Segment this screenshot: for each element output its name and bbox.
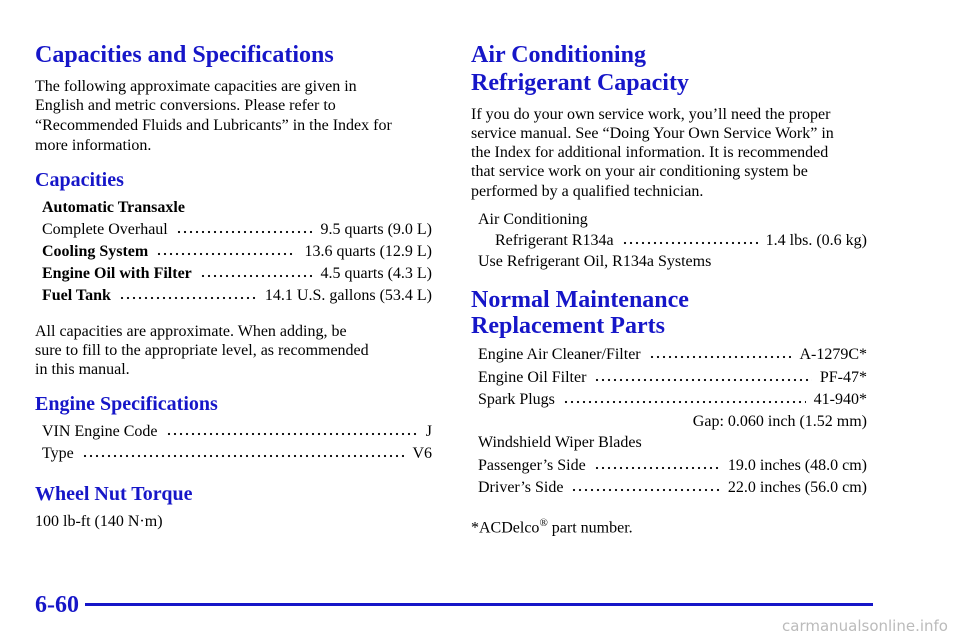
label: Complete Overhaul bbox=[42, 221, 168, 238]
intro-line: performed by a qualified technician. bbox=[471, 183, 704, 200]
value: 19.0 inches (48.0 cm) bbox=[727, 457, 867, 474]
spec-row: Complete Overhaul 9.5 quarts (9.0 L) bbox=[42, 220, 432, 240]
label: Engine Air Cleaner/Filter bbox=[478, 346, 641, 363]
leader bbox=[593, 460, 720, 470]
heading: Engine Specifications bbox=[35, 393, 218, 415]
leader bbox=[562, 394, 806, 404]
note-line: sure to fill to the appropriate level, a… bbox=[35, 342, 369, 359]
note-line: in this manual. bbox=[35, 361, 130, 378]
leader bbox=[571, 482, 720, 492]
gap-note: Gap: 0.060 inch (1.52 mm) bbox=[692, 413, 867, 430]
value: 4.5 quarts (4.3 L) bbox=[320, 265, 432, 282]
spec-row: Passenger’s Side 19.0 inches (48.0 cm) bbox=[478, 456, 867, 476]
text-line: Use Refrigerant Oil, R134a Systems bbox=[478, 253, 712, 270]
spec-row: Type V6 bbox=[42, 444, 432, 464]
footnote-text: *ACDelco bbox=[471, 519, 540, 537]
intro-line: that service work on your air conditioni… bbox=[471, 163, 808, 180]
label: Fuel Tank bbox=[42, 287, 111, 304]
intro-line: “Recommended Fluids and Lubricants” in t… bbox=[35, 117, 392, 134]
value: J bbox=[425, 423, 432, 440]
label: Passenger’s Side bbox=[478, 457, 586, 474]
spec-row: Spark Plugs 41-940* bbox=[478, 390, 867, 410]
label: Type bbox=[42, 445, 74, 462]
intro-line: The following approximate capacities are… bbox=[35, 78, 357, 95]
spec-row: Engine Oil Filter PF-47* bbox=[478, 368, 867, 388]
registered-mark: ® bbox=[539, 517, 548, 529]
watermark: carmanualsonline.info bbox=[782, 617, 948, 635]
label: Spark Plugs bbox=[478, 391, 555, 408]
note-line: All capacities are approximate. When add… bbox=[35, 323, 347, 340]
intro-line: the Index for additional information. It… bbox=[471, 144, 829, 161]
heading: Replacement Parts bbox=[471, 313, 665, 339]
footnote: *ACDelco® part number. bbox=[471, 513, 633, 538]
value: 22.0 inches (56.0 cm) bbox=[727, 479, 867, 496]
label: Refrigerant R134a bbox=[495, 232, 614, 249]
heading: Normal Maintenance bbox=[471, 287, 689, 313]
title: Air Conditioning bbox=[471, 42, 646, 68]
title: Capacities and Specifications bbox=[35, 42, 334, 68]
footer-rule bbox=[85, 603, 873, 606]
group-label: Automatic Transaxle bbox=[42, 199, 185, 216]
intro-line: more information. bbox=[35, 137, 152, 154]
value: 9.5 quarts (9.0 L) bbox=[320, 221, 432, 238]
value: A-1279C* bbox=[799, 346, 867, 363]
spec-row: Cooling System 13.6 quarts (12.9 L) bbox=[42, 242, 432, 262]
leader bbox=[175, 224, 313, 234]
intro-line: service manual. See “Doing Your Own Serv… bbox=[471, 125, 834, 142]
spec-row: Engine Air Cleaner/Filter A-1279C* bbox=[478, 345, 867, 365]
leader bbox=[156, 246, 297, 256]
heading: Capacities bbox=[35, 169, 124, 191]
label: Engine Oil with Filter bbox=[42, 265, 192, 282]
intro-line: If you do your own service work, you’ll … bbox=[471, 106, 831, 123]
spec-row: Driver’s Side 22.0 inches (56.0 cm) bbox=[478, 478, 867, 498]
leader bbox=[165, 426, 418, 436]
leader bbox=[118, 290, 257, 300]
leader bbox=[199, 268, 313, 278]
footnote-text: part number. bbox=[551, 519, 633, 537]
label: Cooling System bbox=[42, 243, 149, 260]
leader bbox=[594, 372, 812, 382]
text-line: Windshield Wiper Blades bbox=[478, 434, 642, 451]
leader bbox=[648, 349, 792, 359]
value: 14.1 U.S. gallons (53.4 L) bbox=[264, 287, 432, 304]
heading: Wheel Nut Torque bbox=[35, 483, 193, 505]
torque-text: 100 lb-ft (140 N·m) bbox=[35, 513, 163, 530]
text-line: Air Conditioning bbox=[478, 211, 588, 228]
intro-line: English and metric conversions. Please r… bbox=[35, 97, 336, 114]
spec-row: Fuel Tank 14.1 U.S. gallons (53.4 L) bbox=[42, 286, 432, 306]
spec-row: Engine Oil with Filter 4.5 quarts (4.3 L) bbox=[42, 264, 432, 284]
value: V6 bbox=[412, 445, 432, 462]
value: PF-47* bbox=[819, 369, 867, 386]
leader bbox=[81, 448, 405, 458]
title: Refrigerant Capacity bbox=[471, 70, 689, 96]
spec-row: VIN Engine Code J bbox=[42, 422, 432, 442]
label: VIN Engine Code bbox=[42, 423, 158, 440]
value: 41-940* bbox=[813, 391, 867, 408]
spec-row: Refrigerant R134a 1.4 lbs. (0.6 kg) bbox=[495, 231, 867, 251]
label: Driver’s Side bbox=[478, 479, 564, 496]
leader bbox=[621, 235, 758, 245]
label: Engine Oil Filter bbox=[478, 369, 587, 386]
value: 1.4 lbs. (0.6 kg) bbox=[765, 232, 867, 249]
page-number: 6-60 bbox=[35, 592, 79, 618]
value: 13.6 quarts (12.9 L) bbox=[304, 243, 432, 260]
